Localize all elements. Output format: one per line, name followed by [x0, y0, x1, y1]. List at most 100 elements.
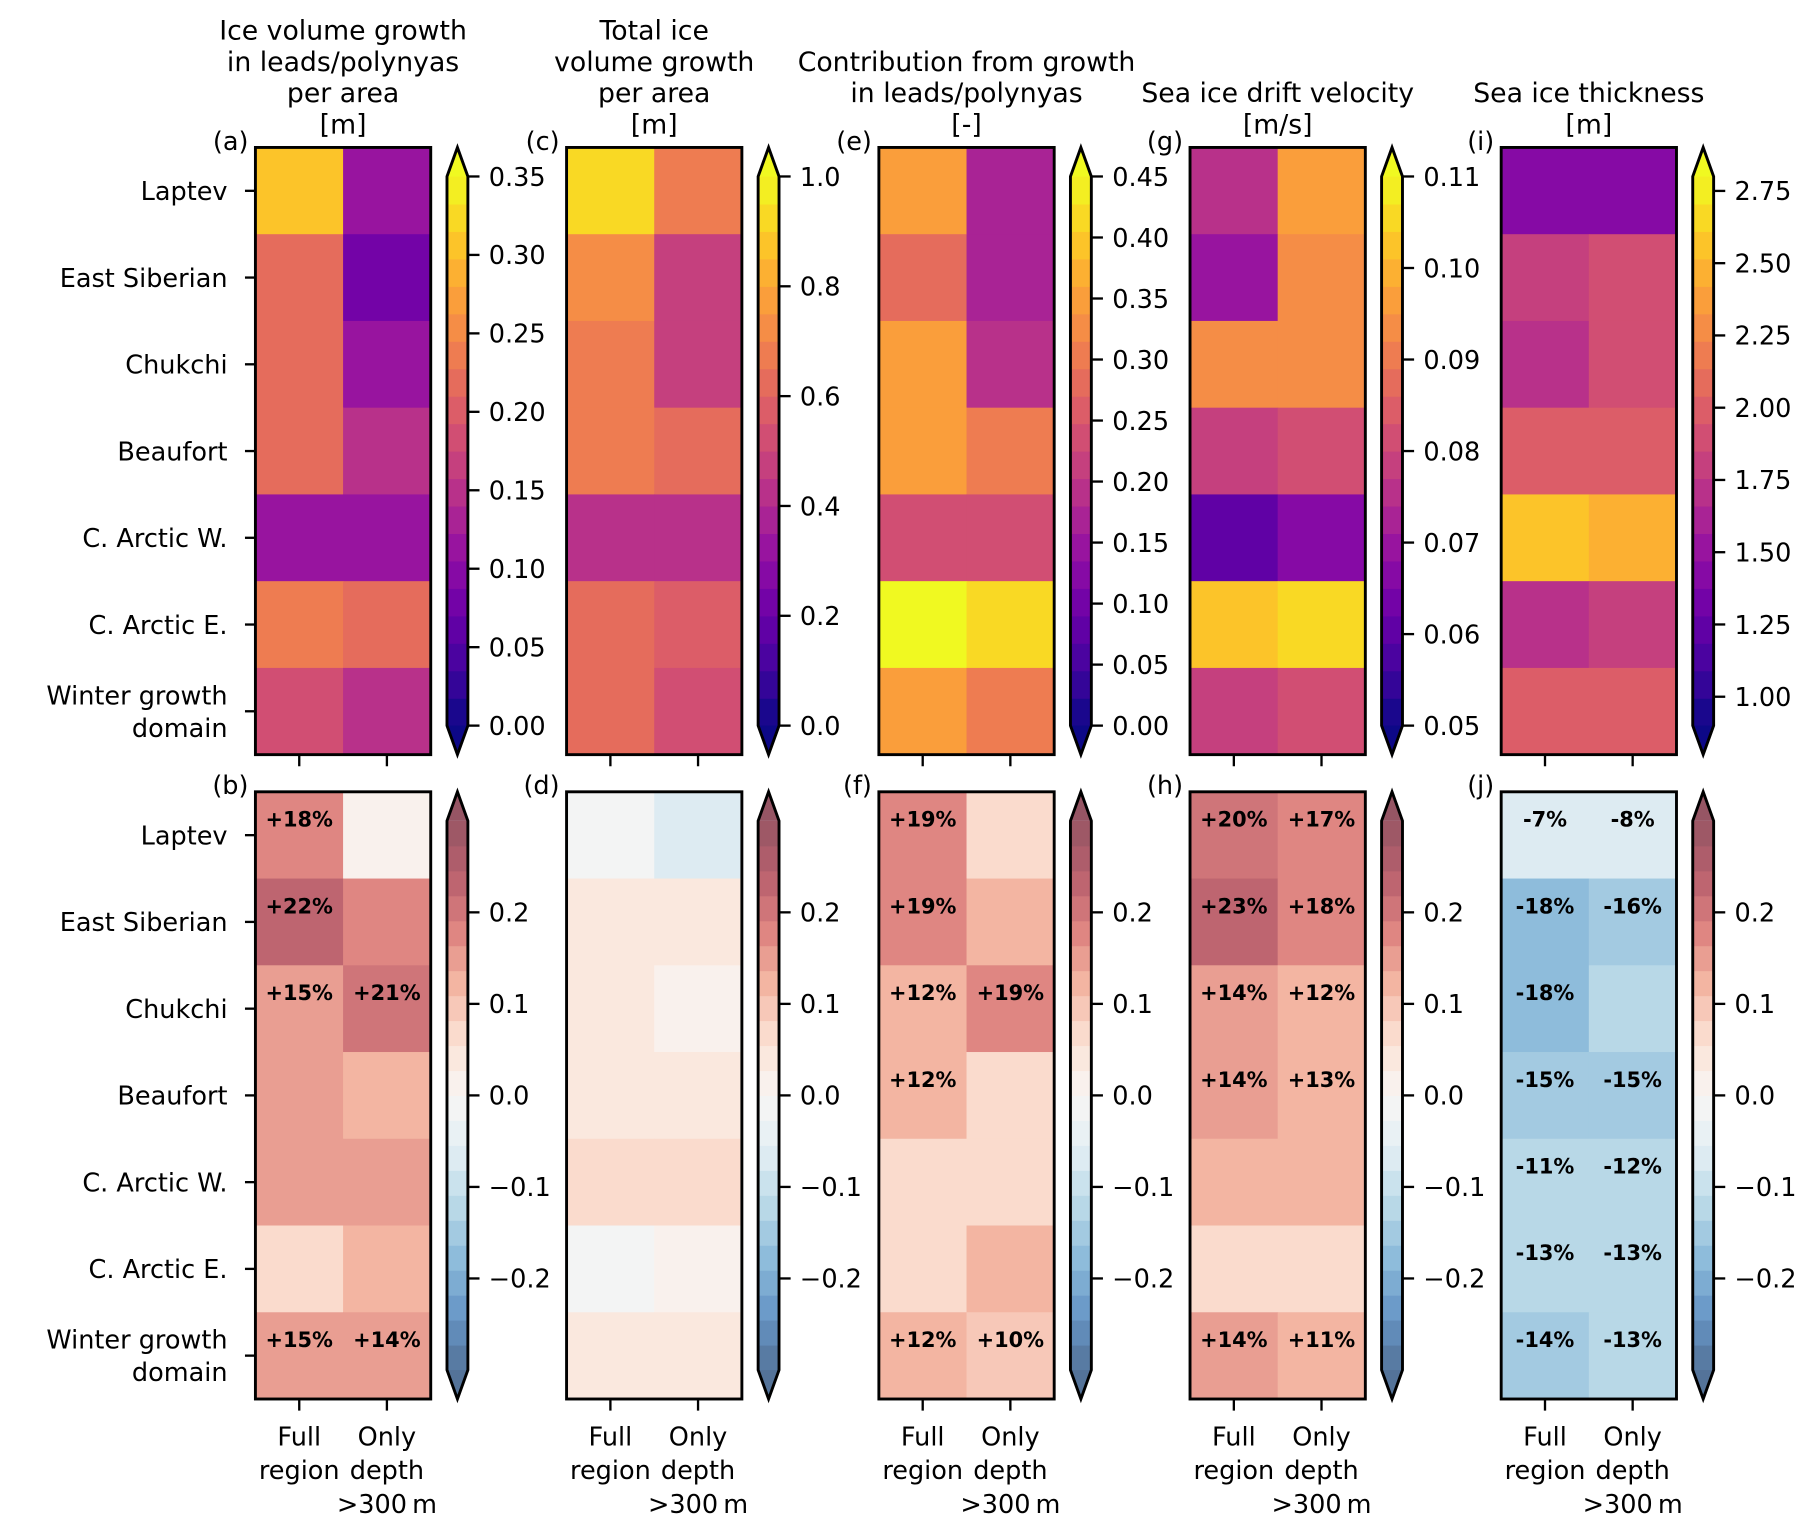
panel-title-line: [m/s]: [1243, 110, 1313, 141]
panel-title: Ice volume growth in leads/polynyas per ar…: [219, 15, 467, 140]
colorbar-segment: [1692, 845, 1714, 872]
heatmap-cell: [1588, 494, 1678, 582]
cell-annotation: -16%: [1603, 894, 1662, 918]
colorbar-segment: [758, 341, 780, 370]
heatmap-cell: [878, 147, 968, 235]
heatmap-cell: [566, 494, 655, 582]
heatmap-cell: [343, 320, 432, 409]
heatmap-cell: [566, 1138, 655, 1227]
column-label: Full region: [1193, 1422, 1274, 1486]
colorbar-tick-label: 0.0: [1423, 1082, 1464, 1112]
row-label-bottom: Winter growth domain: [46, 1326, 227, 1389]
colorbar-tick-label: 1.50: [1735, 538, 1792, 568]
row-label-line: C. Arctic E.: [89, 611, 228, 641]
colorbar-segment: [1692, 895, 1714, 922]
colorbar-tick-label: −0.1: [1423, 1173, 1485, 1203]
heatmap-cell: [1190, 494, 1279, 582]
column-label-line: region: [570, 1456, 651, 1486]
colorbar-segment: [446, 588, 468, 617]
colorbar-segment: [1692, 1270, 1714, 1296]
row-label-line: Chukchi: [125, 995, 227, 1025]
heatmap-cell: [1277, 1225, 1366, 1313]
colorbar-segment: [446, 396, 468, 425]
colorbar-segment: [446, 451, 468, 480]
colorbar-extend-min: [446, 1369, 468, 1400]
colorbar-segment: [446, 478, 468, 507]
colorbar-segment: [1381, 970, 1403, 997]
row-label-top: Chukchi: [125, 351, 227, 381]
colorbar-outline: [445, 787, 470, 1404]
column-label-line: Only: [981, 1422, 1039, 1452]
colorbar-segment: [446, 313, 468, 342]
heatmap-cell: [654, 1312, 743, 1400]
colorbar-segment: [1692, 258, 1714, 287]
row-label-bottom: Chukchi: [125, 995, 227, 1025]
colorbar-segment: [758, 920, 780, 947]
panel-title-line: per area: [598, 78, 710, 109]
colorbar-segment: [1692, 1145, 1714, 1171]
heatmap-cell: [343, 494, 432, 582]
colorbar-segment: [758, 286, 780, 315]
column-label: Full region: [1505, 1422, 1586, 1486]
colorbar-segment: [1692, 286, 1714, 315]
heatmap-cell: [966, 1312, 1055, 1400]
panel-frame: [877, 145, 1056, 757]
row-label-line: C. Arctic E.: [89, 1255, 228, 1285]
colorbar-segment: [758, 1170, 780, 1196]
colorbar-segment: [758, 505, 780, 535]
colorbar-tick-label: 0.15: [489, 477, 546, 507]
heatmap-cell: [1588, 878, 1678, 966]
cell-annotation: +22%: [266, 894, 334, 918]
panel-title-line: [m]: [1565, 110, 1612, 141]
heatmap-cell: [654, 147, 743, 235]
panel-title-line: [m]: [320, 110, 367, 141]
row-label-line: domain: [132, 1358, 228, 1388]
colorbar-segment: [1692, 176, 1714, 205]
colorbar-tick-label: 0.2: [1735, 899, 1776, 929]
colorbar-segment: [1692, 1345, 1714, 1371]
colorbar-segment: [758, 670, 780, 699]
colorbar-segment: [446, 643, 468, 672]
colorbar-tick-label: 0.20: [1112, 468, 1169, 498]
heatmap-cell: [343, 147, 432, 235]
row-label-line: Laptev: [141, 821, 228, 851]
row-label-line: Laptev: [141, 177, 228, 207]
colorbar-tick-label: 0.0: [489, 1082, 530, 1112]
colorbar-tick-label: 2.50: [1735, 249, 1792, 279]
colorbar-segment: [1070, 533, 1092, 562]
column-label-line: region: [1193, 1456, 1274, 1486]
colorbar-segment: [758, 203, 780, 232]
colorbar-segment: [1070, 1345, 1092, 1371]
column-label-line: Only: [1292, 1422, 1350, 1452]
heatmap-cell: [1277, 1052, 1366, 1140]
colorbar-segment: [1381, 1320, 1403, 1346]
colorbar-segment: [758, 1320, 780, 1346]
colorbar-segment: [446, 203, 468, 232]
heatmap-cell: [343, 791, 432, 880]
panel-title: Contribution from growth in leads/polynya…: [798, 47, 1136, 141]
heatmap-cell: [654, 581, 743, 669]
heatmap-cell: [966, 667, 1055, 756]
colorbar-segment: [758, 313, 780, 342]
colorbar-segment: [758, 451, 780, 480]
colorbar-segment: [446, 895, 468, 922]
colorbar-segment: [1070, 1070, 1092, 1096]
colorbar-tick-label: 0.25: [1112, 407, 1169, 437]
colorbar-tick-label: 0.0: [1112, 1082, 1153, 1112]
colorbar-segment: [1070, 895, 1092, 922]
colorbar-segment: [1381, 258, 1403, 287]
column-label-line: Only: [669, 1422, 727, 1452]
colorbar-segment: [446, 231, 468, 260]
heatmap-cell: [878, 320, 968, 409]
colorbar-segment: [1381, 870, 1403, 897]
column-label: Only depth >300 m: [1271, 1422, 1371, 1519]
panel-frame: [1499, 145, 1678, 757]
colorbar-segment: [1381, 341, 1403, 370]
colorbar-segment: [1070, 1220, 1092, 1246]
colorbar-segment: [758, 396, 780, 425]
column-label: Full region: [259, 1422, 340, 1486]
colorbar-segment: [1070, 286, 1092, 315]
colorbar-segment: [1692, 1095, 1714, 1121]
colorbar-tick-label: −0.1: [1112, 1173, 1174, 1203]
colorbar-segment: [446, 1320, 468, 1346]
